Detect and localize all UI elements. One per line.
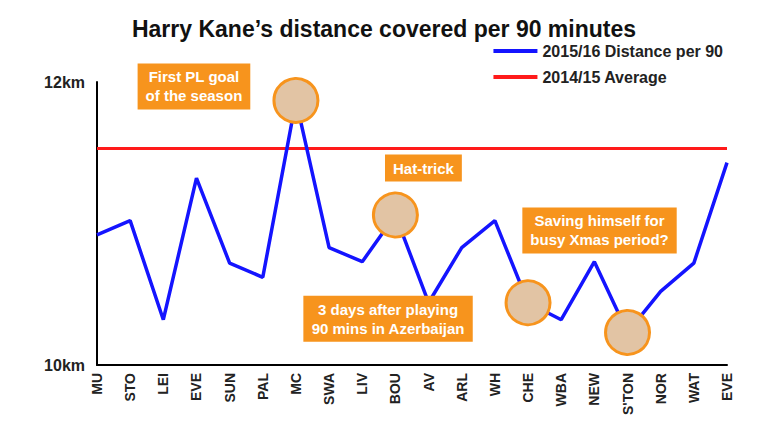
svg-text:busy Xmas period?: busy Xmas period? [530,231,668,248]
svg-text:S'TON: S'TON [620,373,636,415]
svg-text:First PL goal: First PL goal [149,68,240,85]
svg-text:CHE: CHE [520,373,536,403]
svg-text:12km: 12km [44,74,85,91]
svg-text:Saving himself for: Saving himself for [535,212,665,229]
svg-text:Harry Kane’s distance covered: Harry Kane’s distance covered per 90 min… [132,16,636,42]
svg-text:of the season: of the season [146,87,243,104]
svg-text:Hat-trick: Hat-trick [393,160,455,177]
svg-text:STO: STO [122,373,138,402]
svg-text:SWA: SWA [321,373,337,405]
svg-text:2014/15 Average: 2014/15 Average [542,69,666,86]
svg-text:BOU: BOU [387,373,403,404]
svg-text:EVE: EVE [719,373,735,401]
svg-text:3 days after playing: 3 days after playing [318,301,458,318]
svg-text:PAL: PAL [255,373,271,400]
svg-text:10km: 10km [44,357,85,374]
svg-text:ARL: ARL [454,373,470,402]
svg-text:LIV: LIV [354,372,370,394]
svg-text:WH: WH [487,373,503,396]
svg-text:90 mins in Azerbaijan: 90 mins in Azerbaijan [312,320,465,337]
svg-text:LEI: LEI [155,373,171,395]
svg-text:NOR: NOR [653,373,669,404]
svg-text:EVE: EVE [188,373,204,401]
svg-text:MU: MU [89,373,105,395]
svg-text:WAT: WAT [686,373,702,404]
svg-text:2015/16 Distance per 90: 2015/16 Distance per 90 [542,43,723,60]
svg-text:SUN: SUN [222,373,238,403]
svg-text:AV: AV [421,372,437,391]
svg-text:NEW: NEW [586,372,602,405]
svg-text:WBA: WBA [553,373,569,406]
svg-text:MC: MC [288,373,304,395]
